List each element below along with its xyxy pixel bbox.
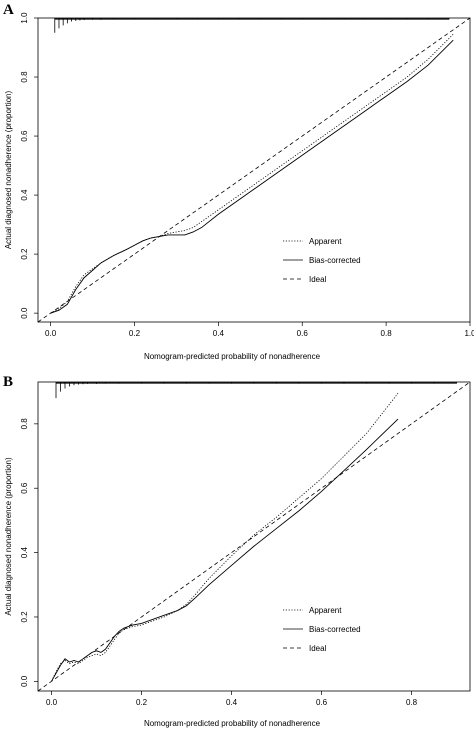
panel-label-a: A	[3, 2, 14, 18]
plot-frame	[37, 17, 471, 323]
series-line-apparent	[51, 393, 399, 682]
y-axis-title: Actual diagnosed nonadherence (proportio…	[4, 457, 13, 616]
x-axis-title: Nomogram-predicted probability of nonadh…	[144, 719, 321, 728]
y-tick-label: 0.6	[20, 482, 29, 494]
x-tick-label: 0.8	[406, 698, 418, 707]
y-tick-label: 1.0	[20, 12, 29, 24]
legend-label: Ideal	[309, 275, 327, 284]
x-tick-label: 0.0	[45, 329, 57, 338]
y-axis-title: Actual diagnosed nonadherence (proportio…	[4, 91, 13, 250]
legend-label: Bias-corrected	[309, 256, 361, 265]
series-line-bias-corrected	[51, 418, 399, 682]
calibration-plot-a: 0.0 0.2 0.4 0.6 0.8 1.0 0.0 0.2 0.4 0.6 0.8 1.0 Nomo…	[4, 12, 474, 361]
y-tick-label: 0.6	[20, 130, 29, 142]
x-tick-label: 0.6	[316, 698, 328, 707]
y-tick-label: 0.8	[20, 418, 29, 430]
y-tick-label: 0.2	[20, 248, 29, 260]
x-tick-label: 0.8	[381, 329, 393, 338]
y-tick-label: 0.4	[20, 546, 29, 558]
x-tick-label: 0.4	[213, 329, 225, 338]
y-tick-label: 0.8	[20, 71, 29, 83]
legend-label: Bias-corrected	[309, 625, 361, 634]
x-tick-label: 0.6	[297, 329, 309, 338]
legend-label: Ideal	[309, 644, 327, 653]
series-line-ideal	[37, 381, 471, 692]
x-tick-label: 0.4	[226, 698, 238, 707]
y-tick-label: 0.4	[20, 189, 29, 201]
y-tick-label: 0.0	[20, 307, 29, 319]
x-tick-label: 0.2	[136, 698, 148, 707]
calibration-plot-b: 0.0 0.2 0.4 0.6 0.8 0.0 0.2 0.4 0.6 0.8 Nomogram-p…	[4, 381, 471, 728]
series-line-bias-corrected	[50, 39, 454, 314]
series-line-apparent	[50, 33, 454, 314]
series-line-ideal	[37, 17, 471, 323]
y-tick-label: 0.0	[20, 675, 29, 687]
panel-label-b: B	[3, 374, 13, 390]
legend-label: Apparent	[309, 237, 342, 246]
legend-label: Apparent	[309, 606, 342, 615]
x-axis-title: Nomogram-predicted probability of nonadh…	[144, 352, 321, 361]
x-tick-label: 1.0	[464, 329, 474, 338]
x-tick-label: 0.2	[129, 329, 141, 338]
x-tick-label: 0.0	[46, 698, 58, 707]
y-tick-label: 0.2	[20, 611, 29, 623]
